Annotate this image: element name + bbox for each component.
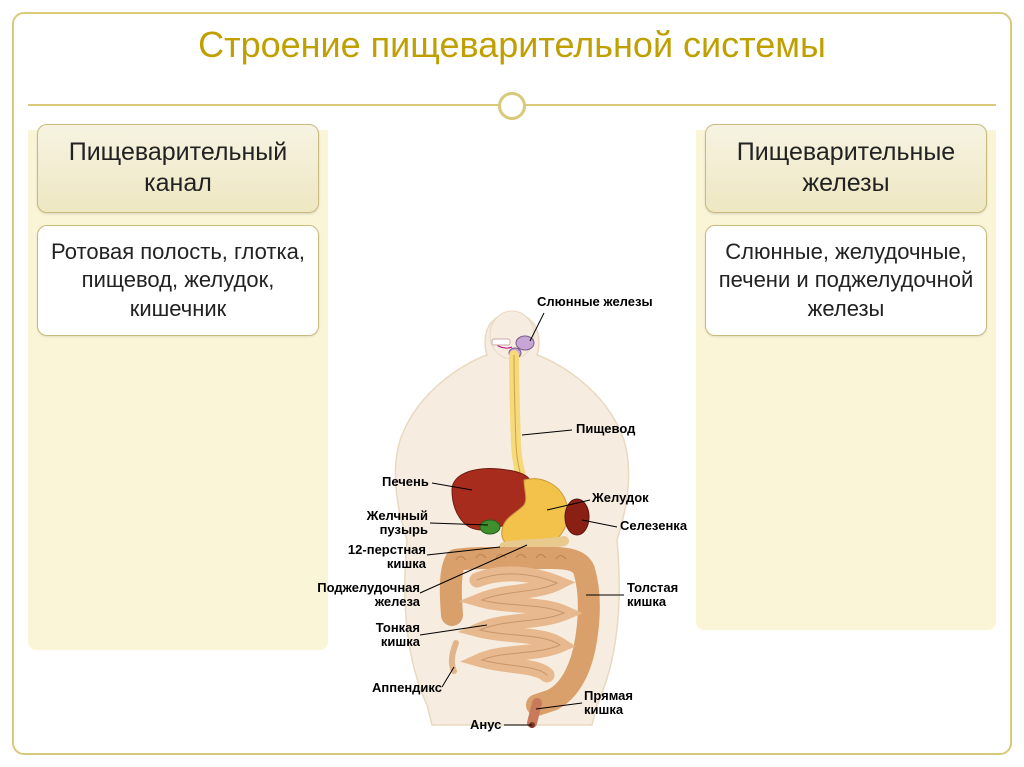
title-wrap: Строение пищеварительной системы [0,24,1024,66]
label-spleen: Селезенка [620,519,687,533]
label-esophagus: Пищевод [576,422,635,436]
label-rectum: Прямаякишка [584,689,633,718]
label-pancreas: Поджелудочнаяжелеза [310,581,420,610]
right-header-box: Пищеварительные железы [705,124,987,213]
label-appendix: Аппендикс [372,681,442,695]
label-salivary: Слюнные железы [537,295,653,309]
slide-title: Строение пищеварительной системы [0,24,1024,66]
label-duodenum: 12-перстнаякишка [340,543,426,572]
anatomy-figure: Слюнные железы Пищевод Печень Желудок Же… [332,295,692,735]
title-circle-icon [498,92,526,120]
right-sub-box: Слюнные, желудочные, печени и поджелудоч… [705,225,987,337]
right-column: Пищеварительные железы Слюнные, желудочн… [696,130,996,336]
left-column: Пищеварительный канал Ротовая полость, г… [28,130,328,336]
label-small-intestine: Тонкаякишка [370,621,420,650]
label-anus: Анус [470,718,501,732]
left-sub-box: Ротовая полость, глотка, пищевод, желудо… [37,225,319,337]
label-gallbladder: Желчныйпузырь [362,509,428,538]
left-header-box: Пищеварительный канал [37,124,319,213]
label-large-intestine: Толстаякишка [627,581,678,610]
label-stomach: Желудок [592,491,649,505]
label-liver: Печень [382,475,429,489]
